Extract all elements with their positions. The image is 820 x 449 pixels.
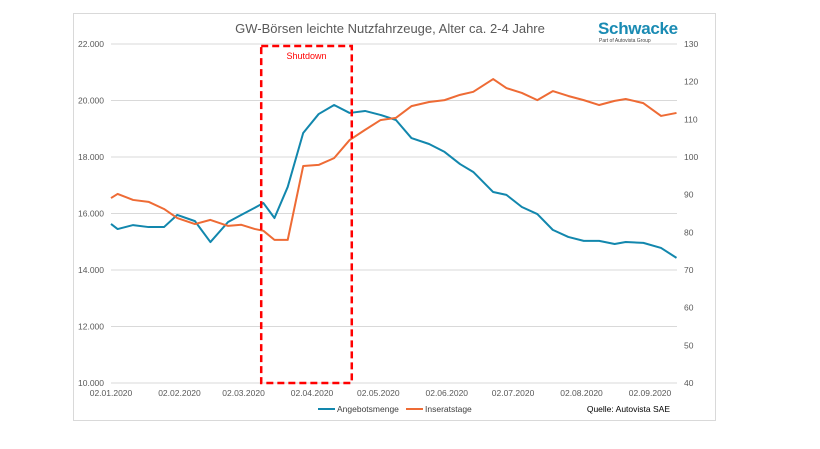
chart-title: GW-Börsen leichte Nutzfahrzeuge, Alter c…	[235, 21, 545, 36]
series-line-inseratstage	[110, 78, 677, 241]
x-tick-label: 02.04.2020	[291, 388, 334, 398]
x-tick-label: 02.01.2020	[90, 388, 133, 398]
y-left-tick-label: 12.000	[78, 322, 104, 332]
y-right-tick-label: 100	[684, 152, 698, 162]
y-right-tick-label: 80	[684, 227, 694, 237]
y-left-tick-label: 22.000	[78, 39, 104, 49]
x-tick-label: 02.05.2020	[357, 388, 400, 398]
schwacke-logo: Schwacke	[598, 19, 678, 38]
logo-tagline: Part of Autovista Group	[599, 38, 651, 44]
y-right-tick-label: 90	[684, 190, 694, 200]
x-tick-label: 02.09.2020	[629, 388, 672, 398]
series-line-angebotsmenge	[110, 104, 678, 259]
source-note: Quelle: Autovista SAE	[587, 404, 670, 414]
shutdown-label: Shutdown	[286, 51, 326, 61]
x-tick-label: 02.02.2020	[158, 388, 201, 398]
y-right-tick-label: 110	[684, 114, 698, 124]
y-right-tick-label: 40	[684, 378, 694, 388]
y-left-tick-label: 20.000	[78, 96, 104, 106]
y-left-tick-label: 14.000	[78, 265, 104, 275]
y-right-tick-label: 50	[684, 340, 694, 350]
chart-frame	[73, 13, 716, 421]
y-right-tick-label: 120	[684, 77, 698, 87]
y-right-tick-label: 60	[684, 303, 694, 313]
legend-label: Angebotsmenge	[337, 404, 399, 414]
x-tick-label: 02.08.2020	[560, 388, 603, 398]
y-left-tick-label: 10.000	[78, 378, 104, 388]
x-tick-label: 02.03.2020	[222, 388, 265, 398]
legend-label: Inseratstage	[425, 404, 472, 414]
y-left-tick-label: 18.000	[78, 152, 104, 162]
shutdown-box	[259, 44, 354, 385]
y-right-tick-label: 70	[684, 265, 694, 275]
x-tick-label: 02.07.2020	[492, 388, 535, 398]
y-left-tick-label: 16.000	[78, 209, 104, 219]
y-right-tick-label: 130	[684, 39, 698, 49]
x-tick-label: 02.06.2020	[425, 388, 468, 398]
